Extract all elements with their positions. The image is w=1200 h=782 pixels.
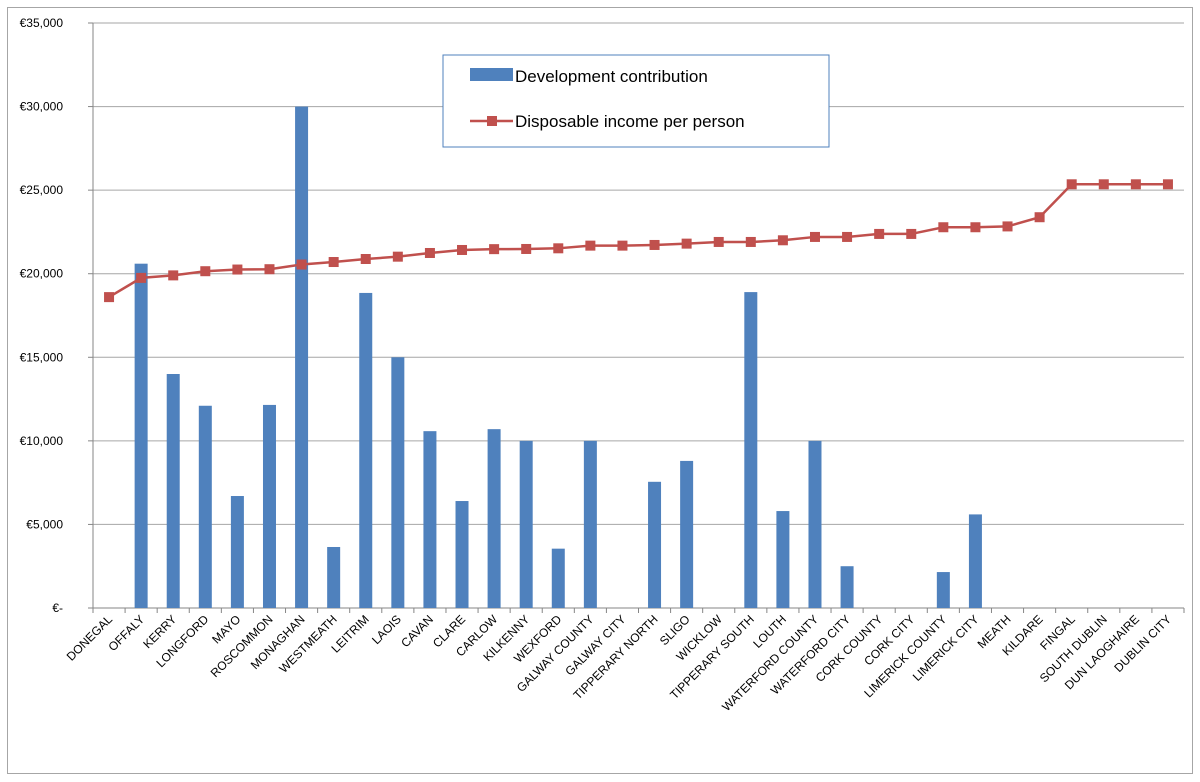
bar-cavan — [423, 431, 437, 608]
bar-leitrim — [359, 292, 373, 608]
income-marker-cavan — [424, 247, 435, 258]
bar-kilkenny — [519, 440, 533, 608]
bar-laois — [391, 357, 405, 608]
legend-label-development-contribution: Development contribution — [515, 67, 708, 86]
income-marker-kildare — [1034, 212, 1045, 223]
bar-wexford — [551, 548, 565, 608]
income-marker-fingal — [1066, 179, 1077, 190]
y-tick-labels: €- €5,000 €10,000 €15,000 €20,000 €25,000 €30,… — [20, 16, 64, 615]
income-marker-waterford-city — [842, 231, 853, 242]
y-tick-label: €5,000 — [26, 517, 63, 531]
income-marker-roscommon — [264, 264, 275, 275]
income-marker-monaghan — [296, 259, 307, 270]
bar-waterford-county — [808, 440, 822, 608]
y-tick-label: €35,000 — [20, 16, 64, 30]
bar-clare — [455, 501, 469, 608]
income-marker-carlow — [489, 244, 500, 255]
bar-monaghan — [295, 106, 309, 609]
bar-kerry — [166, 374, 180, 608]
chart-svg: €- €5,000 €10,000 €15,000 €20,000 €25,000 €30,… — [20, 16, 1185, 714]
income-marker-wexford — [553, 243, 564, 254]
legend-marker-swatch — [487, 116, 497, 126]
y-tick-label: €- — [52, 601, 63, 615]
income-marker-galway-city — [617, 240, 628, 251]
income-marker-dun-laoghaire — [1130, 179, 1141, 190]
income-marker-leitrim — [360, 254, 371, 265]
bar-louth — [776, 511, 790, 608]
bar-galway-county — [583, 440, 597, 608]
y-tick-label: €25,000 — [20, 183, 64, 197]
bar-series — [134, 106, 982, 609]
income-marker-kilkenny — [521, 243, 532, 254]
y-tick-label: €30,000 — [20, 100, 64, 114]
income-marker-longford — [200, 266, 211, 277]
bar-westmeath — [327, 546, 341, 608]
x-tick-label: DUBLIN CITY — [1111, 612, 1174, 675]
income-marker-tipperary-north — [649, 239, 660, 250]
legend-label-disposable-income: Disposable income per person — [515, 112, 745, 131]
income-marker-meath — [1002, 221, 1013, 232]
legend: Development contribution Disposable inco… — [442, 54, 830, 148]
income-marker-galway-county — [585, 240, 596, 251]
chart-area: €- €5,000 €10,000 €15,000 €20,000 €25,000 €30,… — [7, 7, 1193, 774]
income-marker-tipperary-south — [745, 236, 756, 247]
income-marker-laois — [392, 251, 403, 262]
bar-tipperary-north — [648, 481, 662, 608]
bar-waterford-city — [840, 566, 854, 608]
income-marker-dublin-city — [1162, 179, 1173, 190]
legend-bar-swatch — [470, 68, 513, 81]
bar-carlow — [487, 429, 501, 608]
income-marker-waterford-county — [809, 231, 820, 242]
bar-tipperary-south — [744, 292, 758, 608]
income-marker-wicklow — [713, 236, 724, 247]
income-marker-limerick-county — [938, 222, 949, 233]
income-marker-kerry — [168, 270, 179, 281]
y-tick-label: €20,000 — [20, 267, 64, 281]
income-marker-louth — [777, 235, 788, 246]
bar-limerick-city — [968, 514, 982, 608]
income-marker-offaly — [136, 272, 147, 283]
income-marker-sligo — [681, 238, 692, 249]
income-marker-cork-county — [874, 228, 885, 239]
income-marker-mayo — [232, 264, 243, 275]
line-series — [104, 179, 1173, 303]
y-tick-label: €10,000 — [20, 434, 64, 448]
income-marker-donegal — [104, 292, 115, 303]
bar-roscommon — [262, 404, 276, 608]
bar-mayo — [230, 496, 244, 608]
income-marker-south-dublin — [1098, 179, 1109, 190]
x-tick-label: DONEGAL — [64, 612, 116, 664]
y-tick-label: €15,000 — [20, 350, 64, 364]
x-tick-label: OFFALY — [105, 612, 147, 654]
income-marker-limerick-city — [970, 222, 981, 233]
income-marker-clare — [457, 244, 468, 255]
income-marker-cork-city — [906, 228, 917, 239]
bar-limerick-county — [936, 572, 950, 608]
x-tick-label: CAVAN — [398, 612, 436, 650]
bar-offaly — [134, 263, 148, 608]
x-tick-labels: DONEGALOFFALYKERRYLONGFORDMAYOROSCOMMONM… — [64, 612, 1174, 714]
bar-sligo — [680, 460, 694, 608]
income-marker-westmeath — [328, 257, 339, 268]
income-line — [108, 183, 1168, 299]
bar-longford — [198, 405, 212, 608]
